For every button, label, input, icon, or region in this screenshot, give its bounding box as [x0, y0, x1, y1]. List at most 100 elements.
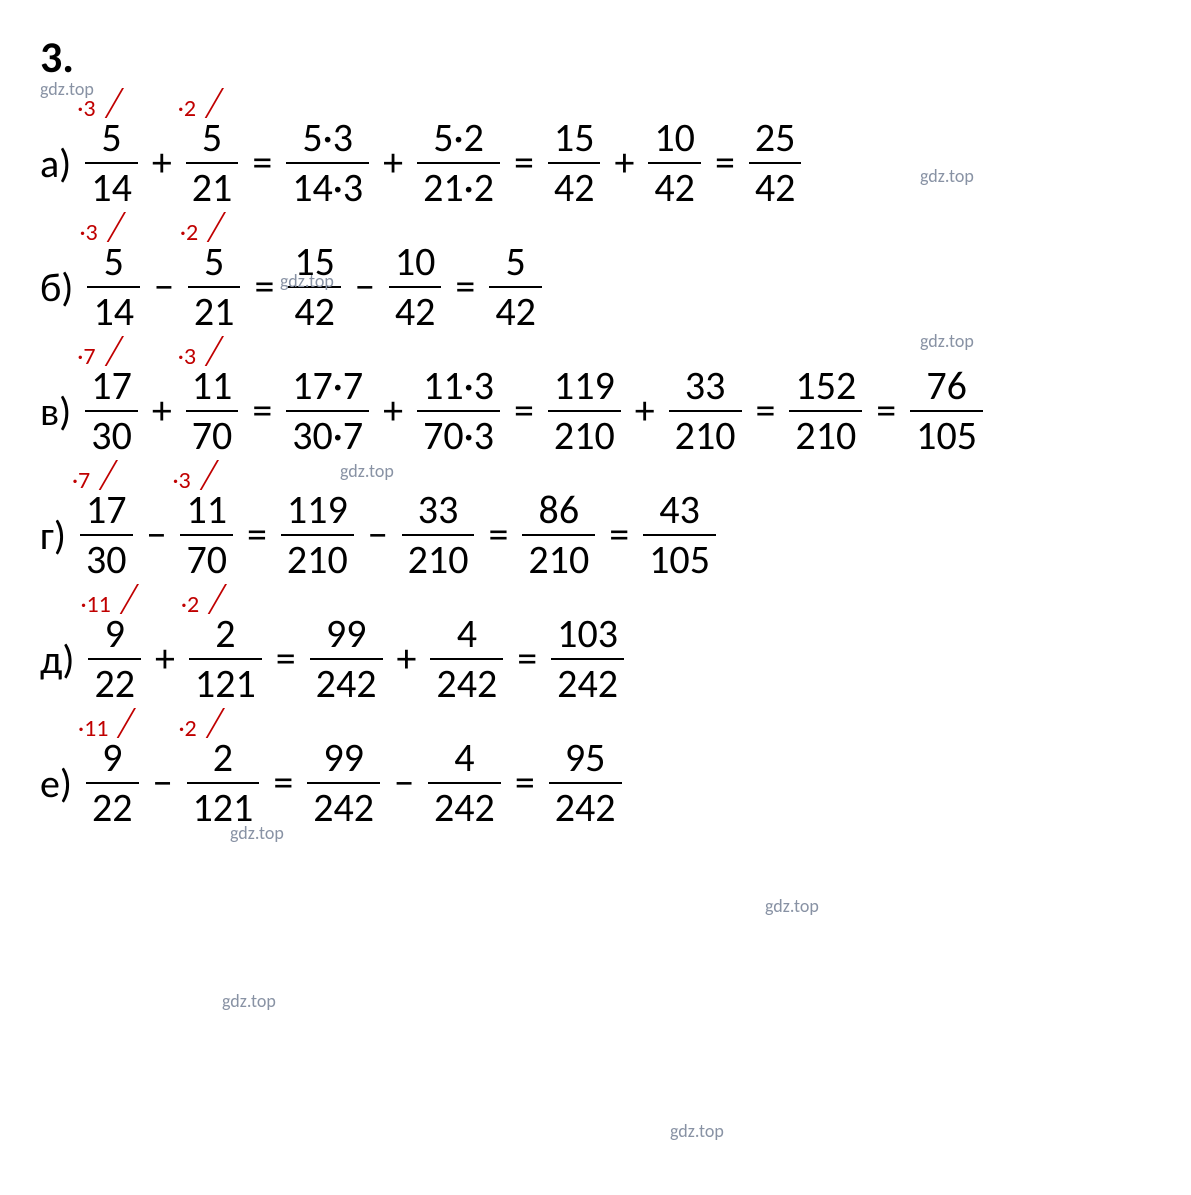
- numerator: 119: [548, 366, 621, 410]
- equation-row: б)514·3−521·2=1542−1042=542: [40, 242, 1161, 332]
- fraction-body: 1542: [286, 242, 343, 332]
- fraction-body: 4242: [426, 738, 503, 828]
- denominator: 22: [86, 782, 139, 828]
- operator: −: [382, 763, 426, 803]
- denominator: 42: [389, 286, 442, 332]
- fraction: 33210: [667, 366, 744, 456]
- fraction: 1542: [286, 242, 343, 332]
- fraction: 5·314·3: [284, 118, 371, 208]
- numerator: 2: [207, 738, 239, 782]
- denominator: 30: [80, 534, 133, 580]
- fraction: 17·730·7: [284, 366, 371, 456]
- numerator: 95: [559, 738, 612, 782]
- numerator: 5: [98, 242, 130, 286]
- operator: +: [143, 639, 187, 679]
- slash-icon: [191, 464, 219, 488]
- denominator: 30·7: [286, 410, 369, 456]
- numerator: 33: [412, 490, 465, 534]
- numerator: 15: [288, 242, 341, 286]
- numerator: 4: [451, 614, 483, 658]
- numerator: 5: [196, 118, 228, 162]
- fraction-body: 33210: [667, 366, 744, 456]
- equals-sign: =: [443, 267, 487, 307]
- fraction: 521·2: [186, 242, 243, 332]
- multiplier-annotation: ·7: [77, 340, 123, 371]
- equals-sign: =: [597, 515, 641, 555]
- denominator: 121: [187, 782, 260, 828]
- operator: +: [623, 391, 667, 431]
- fraction-body: 99242: [305, 738, 382, 828]
- fraction: 1542: [546, 118, 603, 208]
- slash-icon: [108, 712, 136, 736]
- fraction-body: 1730: [83, 366, 140, 456]
- fraction-body: 1542: [546, 118, 603, 208]
- fraction-body: 1730: [78, 490, 135, 580]
- operator: −: [343, 267, 387, 307]
- numerator: 4: [448, 738, 480, 782]
- slash-icon: [90, 464, 118, 488]
- fraction-body: 2121: [187, 614, 264, 704]
- slash-icon: [196, 340, 224, 364]
- equals-sign: =: [235, 515, 279, 555]
- fraction: 119210: [546, 366, 623, 456]
- fraction-body: 119210: [279, 490, 356, 580]
- denominator: 210: [669, 410, 742, 456]
- denominator: 242: [549, 782, 622, 828]
- fraction: 95242: [547, 738, 624, 828]
- row-label: е): [40, 759, 72, 808]
- fraction: 542: [487, 242, 544, 332]
- denominator: 42: [548, 162, 601, 208]
- numerator: 17: [85, 366, 138, 410]
- equals-sign: =: [703, 143, 747, 183]
- fraction: 152210: [787, 366, 864, 456]
- fraction: 1170·3: [178, 490, 235, 580]
- fraction: 43105: [641, 490, 718, 580]
- slash-icon: [96, 340, 124, 364]
- fraction-body: 86210: [520, 490, 597, 580]
- equation-row: в)1730·7+1170·3=17·730·7+11·370·3=119210…: [40, 366, 1161, 456]
- denominator: 242: [428, 782, 501, 828]
- operator: −: [135, 515, 179, 555]
- denominator: 30: [85, 410, 138, 456]
- numerator: 99: [317, 738, 370, 782]
- equals-sign: =: [264, 639, 308, 679]
- denominator: 242: [551, 658, 624, 704]
- fraction: 922·11: [86, 614, 143, 704]
- slash-icon: [98, 216, 126, 240]
- row-label: а): [40, 139, 71, 188]
- fraction-body: 33210: [400, 490, 477, 580]
- problem-number: 3.: [40, 30, 1161, 84]
- multiplier-annotation: ·2: [178, 92, 224, 123]
- denominator: 14·3: [286, 162, 369, 208]
- equals-sign: =: [240, 391, 284, 431]
- numerator: 5·3: [296, 118, 359, 162]
- equals-sign: =: [261, 763, 305, 803]
- operator: +: [385, 639, 429, 679]
- fraction: 1042: [387, 242, 444, 332]
- denominator: 210: [548, 410, 621, 456]
- numerator: 5: [499, 242, 531, 286]
- fraction: 99242: [305, 738, 382, 828]
- numerator: 99: [320, 614, 373, 658]
- fraction-body: 2121: [185, 738, 262, 828]
- denominator: 42: [288, 286, 341, 332]
- operator: +: [371, 391, 415, 431]
- numerator: 11·3: [417, 366, 500, 410]
- denominator: 14: [85, 162, 138, 208]
- fraction-body: 103242: [549, 614, 626, 704]
- numerator: 9: [96, 738, 128, 782]
- watermark-text: gdz.top: [670, 1120, 724, 1142]
- numerator: 9: [99, 614, 131, 658]
- numerator: 5·2: [427, 118, 490, 162]
- denominator: 70: [180, 534, 233, 580]
- denominator: 21·2: [417, 162, 500, 208]
- fraction-body: 521: [184, 118, 241, 208]
- fraction: 2542: [747, 118, 804, 208]
- slash-icon: [198, 216, 226, 240]
- fraction-body: 5·221·2: [415, 118, 502, 208]
- numerator: 17: [80, 490, 133, 534]
- slash-icon: [96, 92, 124, 116]
- numerator: 103: [551, 614, 624, 658]
- equation-rows: а)514·3+521·2=5·314·3+5·221·2=1542+1042=…: [40, 118, 1161, 828]
- fraction-body: 1170: [184, 366, 241, 456]
